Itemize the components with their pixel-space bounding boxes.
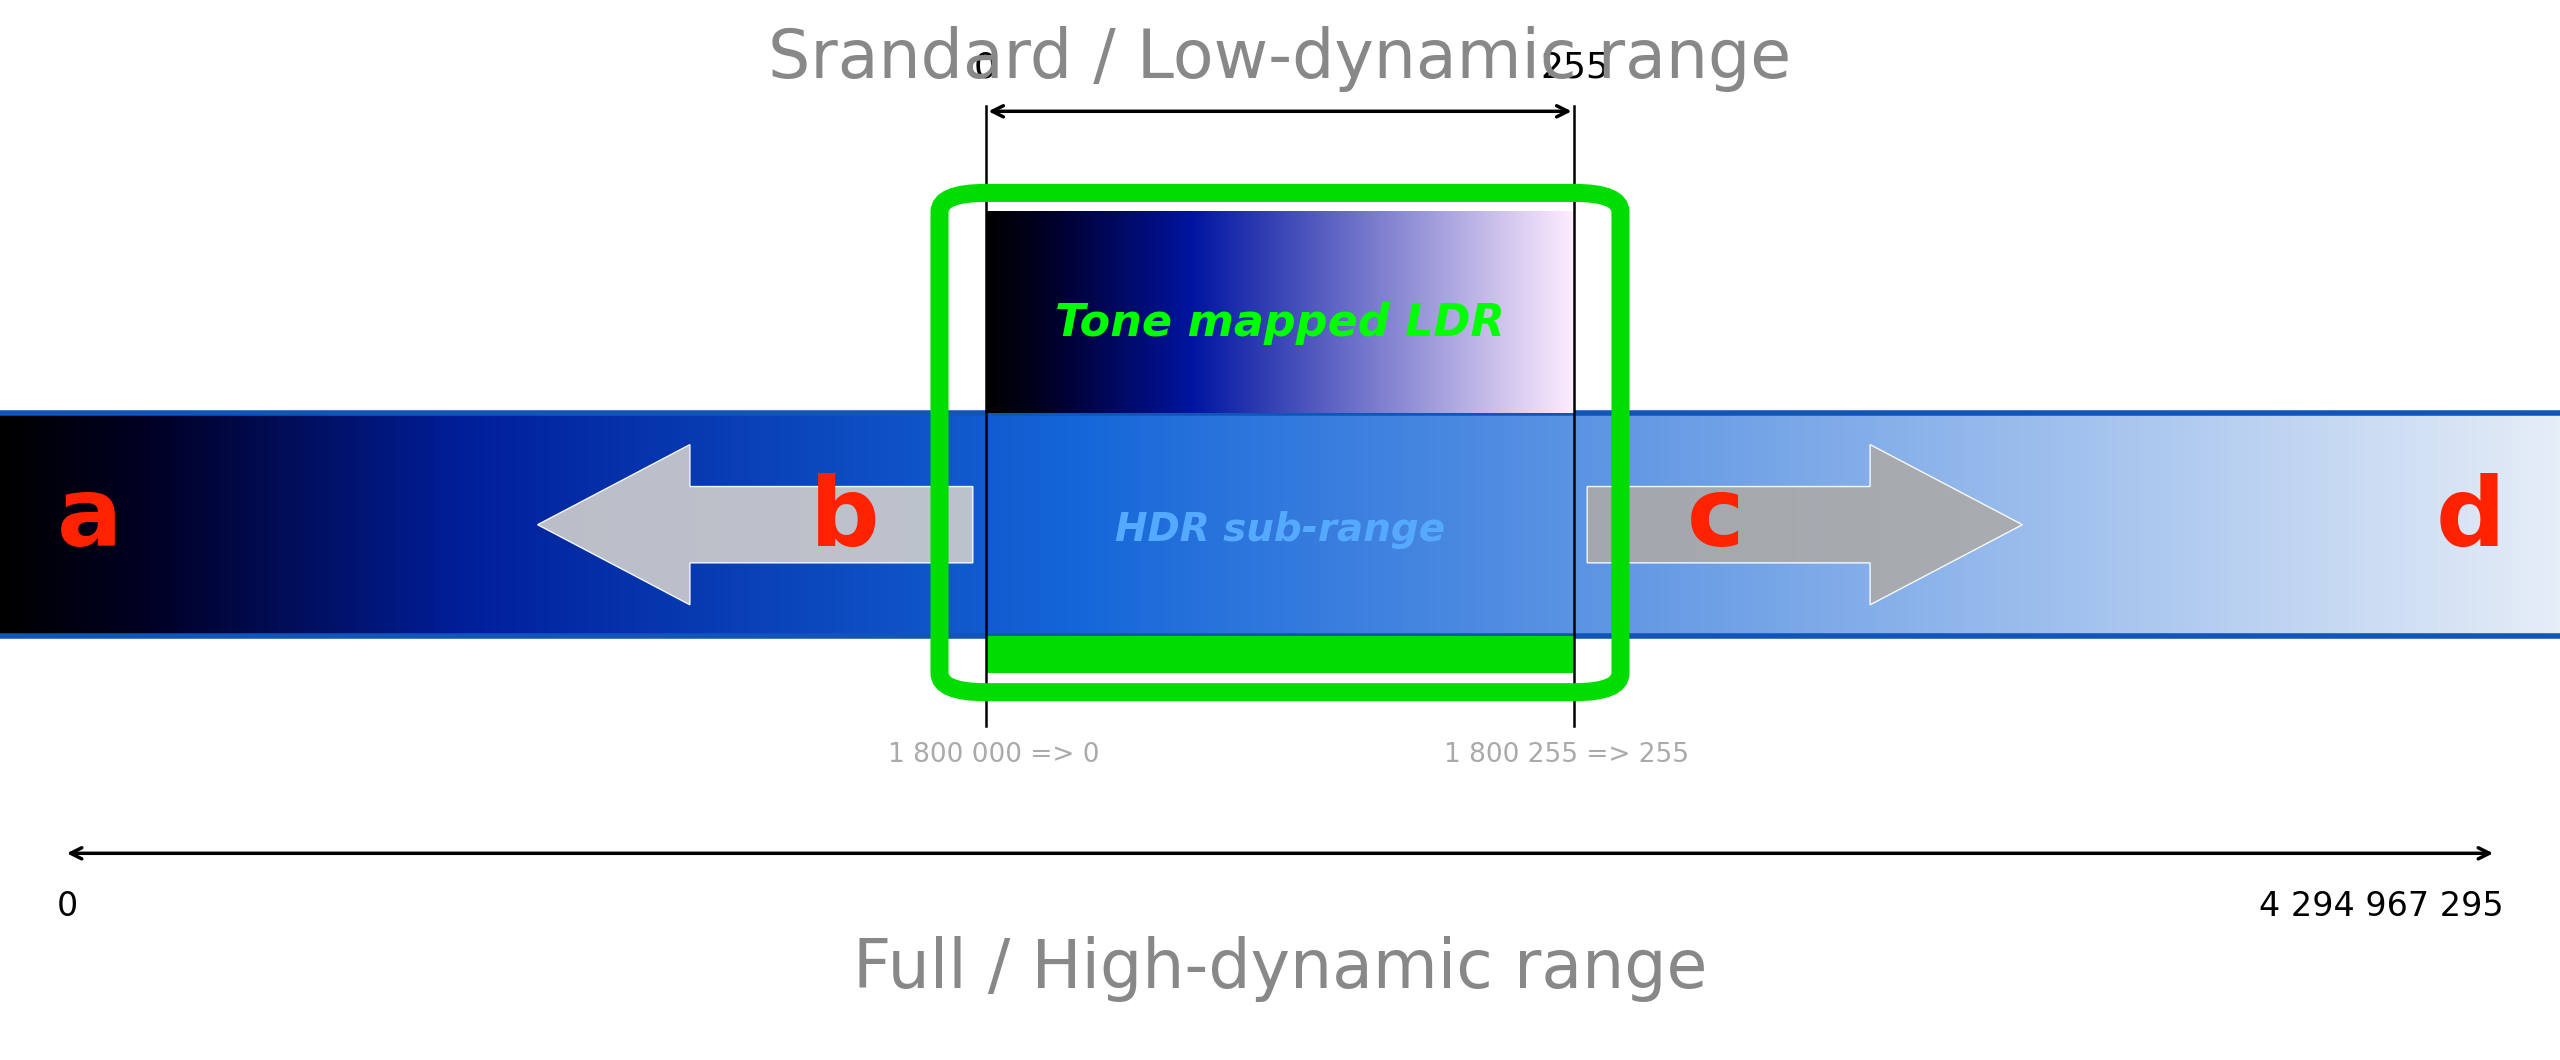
Text: Full / High-dynamic range: Full / High-dynamic range bbox=[852, 936, 1708, 1002]
Text: b: b bbox=[809, 473, 881, 566]
Text: a: a bbox=[56, 473, 123, 566]
Polygon shape bbox=[538, 444, 973, 605]
Text: 1 800 255 => 255: 1 800 255 => 255 bbox=[1444, 742, 1690, 768]
Text: 255: 255 bbox=[1541, 51, 1608, 85]
Text: 0: 0 bbox=[56, 890, 77, 923]
Text: c: c bbox=[1687, 473, 1743, 566]
Polygon shape bbox=[1587, 444, 2022, 605]
Text: HDR sub-range: HDR sub-range bbox=[1116, 511, 1444, 549]
Bar bbox=[986, 636, 1574, 673]
Text: 1 800 000 => 0: 1 800 000 => 0 bbox=[888, 742, 1098, 768]
Text: d: d bbox=[2435, 473, 2506, 566]
Text: Tone mapped LDR: Tone mapped LDR bbox=[1055, 302, 1505, 344]
Text: 4 294 967 295: 4 294 967 295 bbox=[2258, 890, 2504, 923]
Text: Srandard / Low-dynamic range: Srandard / Low-dynamic range bbox=[768, 26, 1792, 92]
Text: 0: 0 bbox=[975, 51, 996, 85]
